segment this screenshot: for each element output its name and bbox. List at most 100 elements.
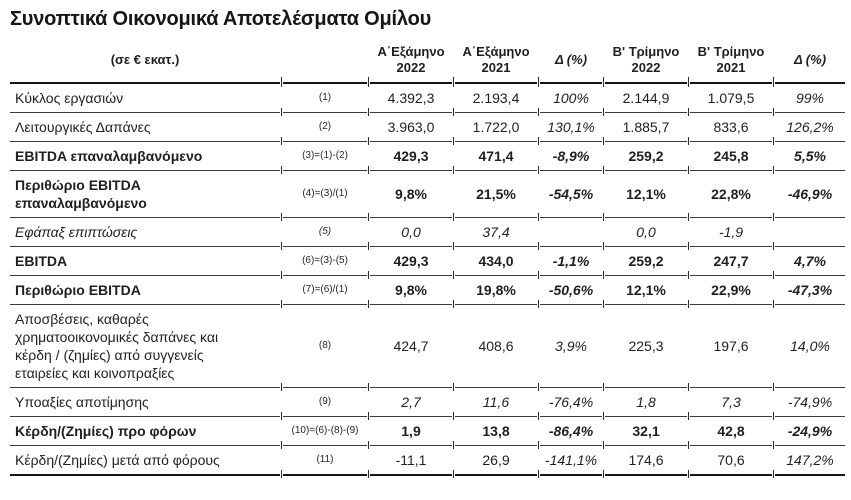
col-header-h1-2022: Α΄Εξάμηνο 2022 <box>370 40 454 87</box>
cell-value: 833,6 <box>690 113 774 145</box>
row-ref: (6)=(3)-(5) <box>283 247 369 279</box>
cell-value: -47,3% <box>775 276 845 305</box>
row-label: Περιθώριο EBITDA <box>10 276 282 308</box>
cell-value: 42,8 <box>690 417 774 449</box>
cell-value: 126,2% <box>775 113 845 142</box>
row-ref: (8) <box>283 305 369 391</box>
row-label: Περιθώριο EBITDA επαναλαμβανόμενο <box>10 171 282 221</box>
results-table: (σε € εκατ.) Α΄Εξάμηνο 2022 Α΄Εξάμηνο 20… <box>7 40 848 478</box>
row-ref: (11) <box>283 446 369 478</box>
row-ref: (4)=(3)/(1) <box>283 171 369 221</box>
cell-value: 5,5% <box>775 142 845 171</box>
table-row: Υποαξίες αποτίμησης (9) 2,7 11,6 -76,4% 1,8 7,… <box>10 388 845 420</box>
cell-value: 19,8% <box>455 276 539 308</box>
table-row: Περιθώριο EBITDA (7)=(6)/(1) 9,8% 19,8% -50,… <box>10 276 845 308</box>
cell-value: 9,8% <box>370 276 454 308</box>
col-header-q2-2021: Β' Τρίμηνο 2021 <box>690 40 774 87</box>
table-row: Κέρδη/(Ζημίες) μετά από φόρους (11) -11,1 2… <box>10 446 845 478</box>
cell-value: 471,4 <box>455 142 539 174</box>
cell-value: -1,1% <box>540 247 604 279</box>
col-header-q2-2022: Β' Τρίμηνο 2022 <box>605 40 689 87</box>
col-header-delta-q2: Δ (%) <box>775 40 845 84</box>
col-header-period: Β' Τρίμηνο <box>612 44 680 59</box>
results-table-header: (σε € εκατ.) Α΄Εξάμηνο 2022 Α΄Εξάμηνο 20… <box>10 40 845 87</box>
cell-value: -11,1 <box>370 446 454 478</box>
cell-value: 12,1% <box>605 171 689 221</box>
cell-value: -74,9% <box>775 388 845 417</box>
cell-value: 4.392,3 <box>370 84 454 116</box>
cell-value: 26,9 <box>455 446 539 478</box>
cell-value: 434,0 <box>455 247 539 279</box>
cell-value: 13,8 <box>455 417 539 449</box>
col-header-year: 2022 <box>631 60 661 75</box>
row-label: Εφάπαξ επιπτώσεις <box>10 218 282 250</box>
cell-value <box>775 218 845 247</box>
cell-value: 424,7 <box>370 305 454 391</box>
cell-value: -24,9% <box>775 417 845 446</box>
cell-value: 1,9 <box>370 417 454 449</box>
cell-value: 1.722,0 <box>455 113 539 145</box>
cell-value: -86,4% <box>540 417 604 449</box>
row-ref: (5) <box>283 218 369 250</box>
cell-value: 2.193,4 <box>455 84 539 116</box>
col-header-ref <box>283 40 369 87</box>
cell-value: 2.144,9 <box>605 84 689 116</box>
table-row: Εφάπαξ επιπτώσεις (5) 0,0 37,4 0,0 -1,9 <box>10 218 845 250</box>
row-label: Λειτουργικές Δαπάνες <box>10 113 282 145</box>
cell-value: 0,0 <box>605 218 689 250</box>
cell-value: 11,6 <box>455 388 539 420</box>
cell-value: 3,9% <box>540 305 604 391</box>
cell-value: 0,0 <box>370 218 454 250</box>
results-table-body: Κύκλος εργασιών (1) 4.392,3 2.193,4 100% 2.14… <box>10 84 845 478</box>
cell-value: 9,8% <box>370 171 454 221</box>
cell-value: 245,8 <box>690 142 774 174</box>
page-title: Συνοπτικά Οικονομικά Αποτελέσματα Ομίλου <box>10 8 432 30</box>
table-row: Περιθώριο EBITDA επαναλαμβανόμενο (4)=(3)… <box>10 171 845 221</box>
cell-value: 130,1% <box>540 113 604 145</box>
cell-value: 12,1% <box>605 276 689 308</box>
table-row: Λειτουργικές Δαπάνες (2) 3.963,0 1.722,0 130… <box>10 113 845 145</box>
cell-value: 7,3 <box>690 388 774 420</box>
col-header-period: Α΄Εξάμηνο <box>462 44 530 59</box>
table-row: Κέρδη/(Ζημίες) προ φόρων (10)=(6)-(8)-(9)… <box>10 417 845 449</box>
table-row: Αποσβέσεις, καθαρές χρηματοοικονομικές δ… <box>10 305 845 391</box>
cell-value: 1,8 <box>605 388 689 420</box>
cell-value: 37,4 <box>455 218 539 250</box>
col-header-year: 2022 <box>396 60 426 75</box>
row-ref: (3)=(1)-(2) <box>283 142 369 174</box>
cell-value: 259,2 <box>605 142 689 174</box>
row-label: EBITDA <box>10 247 282 279</box>
cell-value: 174,6 <box>605 446 689 478</box>
table-row: Κύκλος εργασιών (1) 4.392,3 2.193,4 100% 2.14… <box>10 84 845 116</box>
cell-value: 22,9% <box>690 276 774 308</box>
row-label: Αποσβέσεις, καθαρές χρηματοοικονομικές δ… <box>10 305 282 391</box>
row-ref: (10)=(6)-(8)-(9) <box>283 417 369 449</box>
cell-value: 1.079,5 <box>690 84 774 116</box>
cell-value: -141,1% <box>540 446 604 478</box>
cell-value: -76,4% <box>540 388 604 420</box>
row-ref: (7)=(6)/(1) <box>283 276 369 308</box>
cell-value: 429,3 <box>370 142 454 174</box>
cell-value: 1.885,7 <box>605 113 689 145</box>
cell-value: 22,8% <box>690 171 774 221</box>
cell-value: 225,3 <box>605 305 689 391</box>
cell-value: 99% <box>775 84 845 113</box>
row-ref: (9) <box>283 388 369 420</box>
col-header-h1-2021: Α΄Εξάμηνο 2021 <box>455 40 539 87</box>
cell-value <box>540 218 604 250</box>
table-row: EBITDA επαναλαμβανόμενο (3)=(1)-(2) 429,3 4… <box>10 142 845 174</box>
row-label: Κύκλος εργασιών <box>10 84 282 116</box>
cell-value: 14,0% <box>775 305 845 388</box>
row-label: Κέρδη/(Ζημίες) μετά από φόρους <box>10 446 282 478</box>
cell-value: -54,5% <box>540 171 604 221</box>
row-label: Κέρδη/(Ζημίες) προ φόρων <box>10 417 282 449</box>
col-header-delta-h1: Δ (%) <box>540 40 604 87</box>
cell-value: 21,5% <box>455 171 539 221</box>
cell-value: -46,9% <box>775 171 845 218</box>
row-ref: (2) <box>283 113 369 145</box>
cell-value: 259,2 <box>605 247 689 279</box>
cell-value: 3.963,0 <box>370 113 454 145</box>
cell-value: 429,3 <box>370 247 454 279</box>
cell-value: 2,7 <box>370 388 454 420</box>
